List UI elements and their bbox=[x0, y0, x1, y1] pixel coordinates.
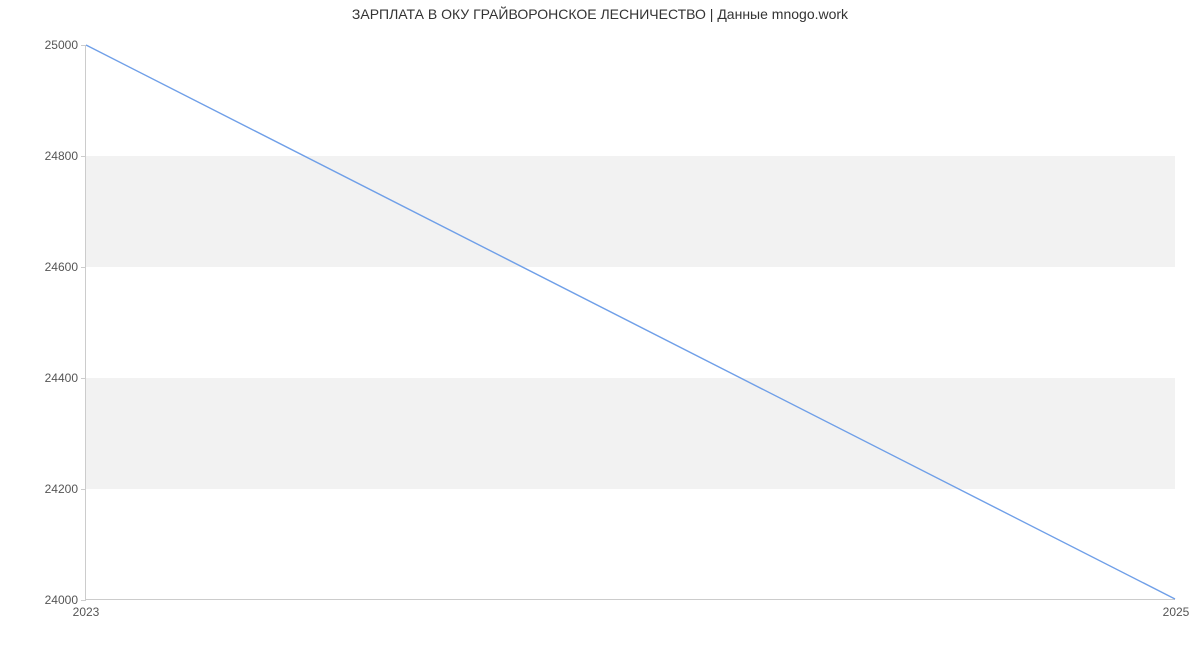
y-tick-mark bbox=[81, 378, 86, 379]
y-tick-label: 24600 bbox=[45, 260, 78, 274]
line-layer bbox=[86, 45, 1175, 599]
y-tick-label: 24200 bbox=[45, 482, 78, 496]
y-tick-mark bbox=[81, 45, 86, 46]
y-tick-label: 25000 bbox=[45, 38, 78, 52]
y-tick-mark bbox=[81, 600, 86, 601]
series-line-salary bbox=[86, 45, 1175, 599]
chart-title: ЗАРПЛАТА В ОКУ ГРАЙВОРОНСКОЕ ЛЕСНИЧЕСТВО… bbox=[0, 6, 1200, 22]
y-tick-label: 24800 bbox=[45, 149, 78, 163]
y-tick-mark bbox=[81, 489, 86, 490]
plot-area: 24000242002440024600248002500020232025 bbox=[85, 45, 1175, 600]
x-tick-label: 2023 bbox=[73, 605, 100, 619]
x-tick-label: 2025 bbox=[1163, 605, 1190, 619]
y-tick-mark bbox=[81, 267, 86, 268]
salary-line-chart: ЗАРПЛАТА В ОКУ ГРАЙВОРОНСКОЕ ЛЕСНИЧЕСТВО… bbox=[0, 0, 1200, 650]
y-tick-mark bbox=[81, 156, 86, 157]
y-tick-label: 24400 bbox=[45, 371, 78, 385]
